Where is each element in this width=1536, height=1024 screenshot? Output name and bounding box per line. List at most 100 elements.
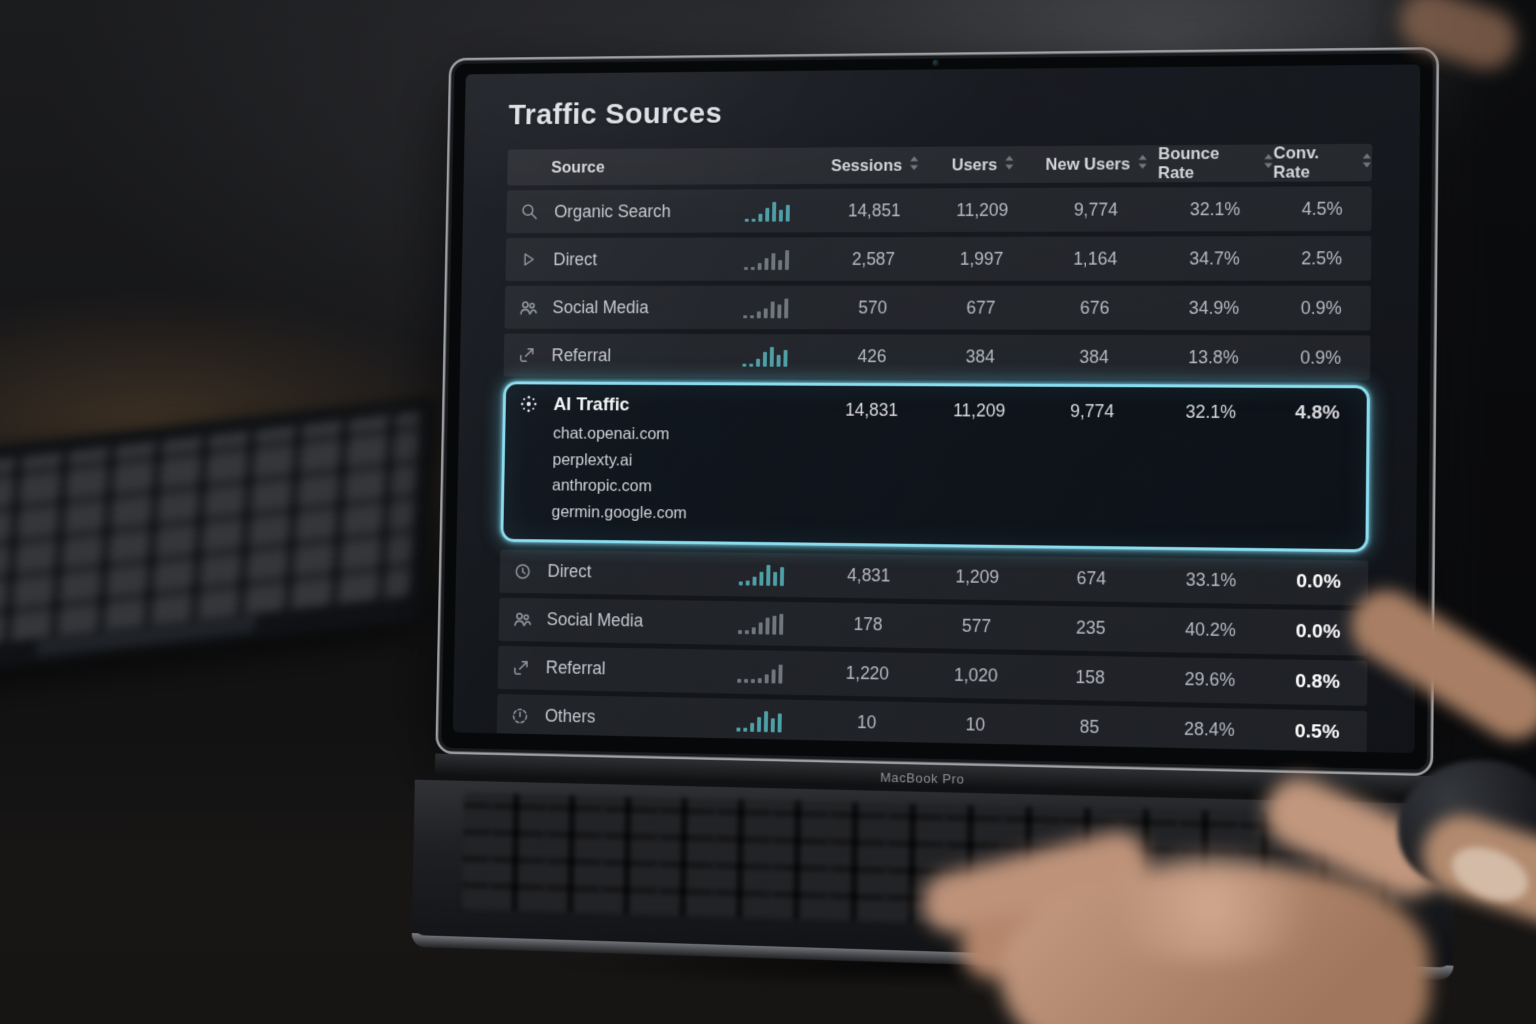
- ai-sparkle-icon: [518, 393, 539, 415]
- cell-sessions: 178: [853, 614, 883, 635]
- source-label: Organic Search: [554, 200, 672, 221]
- cell-bounce-rate: 32.1%: [1185, 401, 1237, 423]
- cell-conv-rate: 0.0%: [1296, 570, 1341, 593]
- cell-new-users: 676: [1079, 297, 1110, 318]
- cell-bounce-rate: 33.1%: [1185, 569, 1237, 591]
- cell-users: 384: [965, 346, 995, 367]
- cell-new-users: 9,774: [1070, 400, 1115, 422]
- cell-users: 577: [961, 616, 992, 637]
- sparkline-chart: [708, 658, 811, 686]
- subdomain-item[interactable]: anthropic.com: [551, 477, 652, 496]
- source-cell: Referral: [498, 656, 709, 682]
- cell-bounce-rate: 29.6%: [1184, 669, 1236, 691]
- cell-users: 1,209: [955, 566, 1000, 588]
- column-header-conv-rate[interactable]: Conv. Rate: [1273, 144, 1372, 183]
- sort-icon[interactable]: [1137, 154, 1147, 174]
- sparkline-chart: [715, 246, 818, 272]
- source-label: Others: [544, 706, 596, 727]
- clock-icon: [512, 560, 533, 582]
- cell-new-users: 9,774: [1073, 199, 1118, 220]
- table-row[interactable]: Social Media 570 677 676 34.9% 0.9%: [504, 285, 1371, 331]
- cell-users: 1,997: [959, 248, 1004, 269]
- sparkline-chart: [714, 394, 816, 420]
- source-label: Direct: [553, 249, 598, 269]
- source-label: Direct: [547, 561, 592, 582]
- cell-users: 11,209: [956, 199, 1009, 220]
- source-cell: Social Media: [505, 296, 715, 318]
- cell-users: 677: [966, 297, 996, 318]
- webcam-dot: [932, 59, 940, 67]
- column-header-sessions[interactable]: Sessions: [819, 156, 931, 176]
- sort-icon[interactable]: [1004, 155, 1014, 175]
- column-header-new-users[interactable]: New Users: [1035, 154, 1158, 175]
- column-label: Users: [951, 155, 998, 174]
- sparkline-chart: [710, 561, 813, 588]
- sparkline-chart: [708, 707, 811, 735]
- column-header-users[interactable]: Users: [931, 155, 1035, 175]
- sort-icon[interactable]: [909, 156, 919, 176]
- dashed-circle-icon: [509, 705, 530, 727]
- cell-conv-rate: 4.8%: [1295, 402, 1340, 424]
- source-cell: Direct: [506, 248, 716, 270]
- finger: [1338, 577, 1536, 753]
- source-cell: Organic Search: [506, 200, 716, 222]
- cell-bounce-rate: 32.1%: [1189, 198, 1241, 219]
- cell-conv-rate: 0.8%: [1295, 670, 1340, 693]
- cell-conv-rate: 0.9%: [1300, 297, 1342, 318]
- sparkline-chart: [715, 295, 818, 321]
- subdomain-item[interactable]: perplexty.ai: [552, 450, 633, 470]
- column-header-bounce-rate[interactable]: Bounce Rate: [1158, 144, 1274, 183]
- column-label: Bounce Rate: [1157, 144, 1220, 183]
- table-body: Organic Search 14,851 11,209 9,774 32.1%…: [496, 186, 1372, 754]
- subdomain-item[interactable]: chat.openai.com: [552, 424, 670, 444]
- table-row[interactable]: Referral 426 384 384 13.8% 0.9%: [503, 333, 1371, 381]
- sort-icon[interactable]: [1263, 154, 1273, 174]
- source-label: Social Media: [552, 296, 649, 317]
- cell-users: 11,209: [953, 400, 1006, 421]
- hand-with-mouse: [1338, 577, 1536, 960]
- sparkline-chart: [709, 610, 812, 637]
- cell-new-users: 1,164: [1073, 248, 1118, 269]
- cell-new-users: 674: [1076, 568, 1107, 589]
- column-label: New Users: [1045, 154, 1131, 174]
- cell-bounce-rate: 28.4%: [1183, 718, 1235, 741]
- table-row[interactable]: Social Media 178 577 235 40.2% 0.0%: [498, 597, 1368, 656]
- cell-conv-rate: 2.5%: [1301, 247, 1343, 268]
- external-keyboard-keys: [0, 411, 421, 647]
- sort-icon[interactable]: [1362, 153, 1372, 173]
- page-title: Traffic Sources: [508, 97, 723, 132]
- subdomain-list: chat.openai.com perplexty.ai anthropic.com…: [551, 421, 714, 528]
- cell-conv-rate: 4.5%: [1301, 198, 1343, 219]
- source-cell: Direct: [500, 560, 711, 585]
- hand-on-laptop: [916, 766, 1530, 1024]
- device-label: MacBook Pro: [880, 769, 965, 787]
- subdomain-item[interactable]: germin.google.com: [551, 503, 687, 523]
- cell-users: 1,020: [953, 665, 998, 687]
- source-cell: Referral: [504, 344, 714, 366]
- table-row[interactable]: Direct 2,587 1,997 1,164 34.7% 2.5%: [505, 235, 1372, 281]
- table-row[interactable]: Organic Search 14,851 11,209 9,774 32.1%…: [506, 186, 1372, 234]
- cell-sessions: 2,587: [851, 248, 896, 269]
- table-row-ai-traffic[interactable]: AI Traffic chat.openai.com perplexty.ai an…: [500, 381, 1370, 553]
- external-link-icon: [510, 657, 531, 679]
- cell-bounce-rate: 34.7%: [1189, 247, 1240, 269]
- play-icon: [518, 249, 539, 270]
- sparkline-chart: [716, 198, 819, 224]
- column-label: Sessions: [830, 156, 903, 175]
- cell-users: 10: [965, 714, 986, 736]
- users-icon: [517, 296, 538, 317]
- cell-new-users: 384: [1079, 346, 1109, 367]
- cell-sessions: 14,851: [847, 199, 901, 220]
- source-cell: Others: [497, 705, 708, 731]
- cell-sessions: 426: [857, 345, 887, 366]
- table-header: Source Sessions Users New Users Bounce Rate C…: [507, 143, 1373, 186]
- cell-conv-rate: 0.9%: [1300, 346, 1342, 368]
- table-row[interactable]: Direct 4,831 1,209 674 33.1% 0.0%: [499, 549, 1369, 606]
- traffic-sources-table: Source Sessions Users New Users Bounce Rate C…: [496, 143, 1373, 754]
- cell-new-users: 235: [1075, 617, 1106, 639]
- source-label: Referral: [551, 344, 612, 365]
- cell-new-users: 158: [1075, 667, 1105, 689]
- analytics-app: Traffic Sources Source Sessions Users New U…: [453, 64, 1421, 754]
- cell-sessions: 570: [858, 297, 888, 317]
